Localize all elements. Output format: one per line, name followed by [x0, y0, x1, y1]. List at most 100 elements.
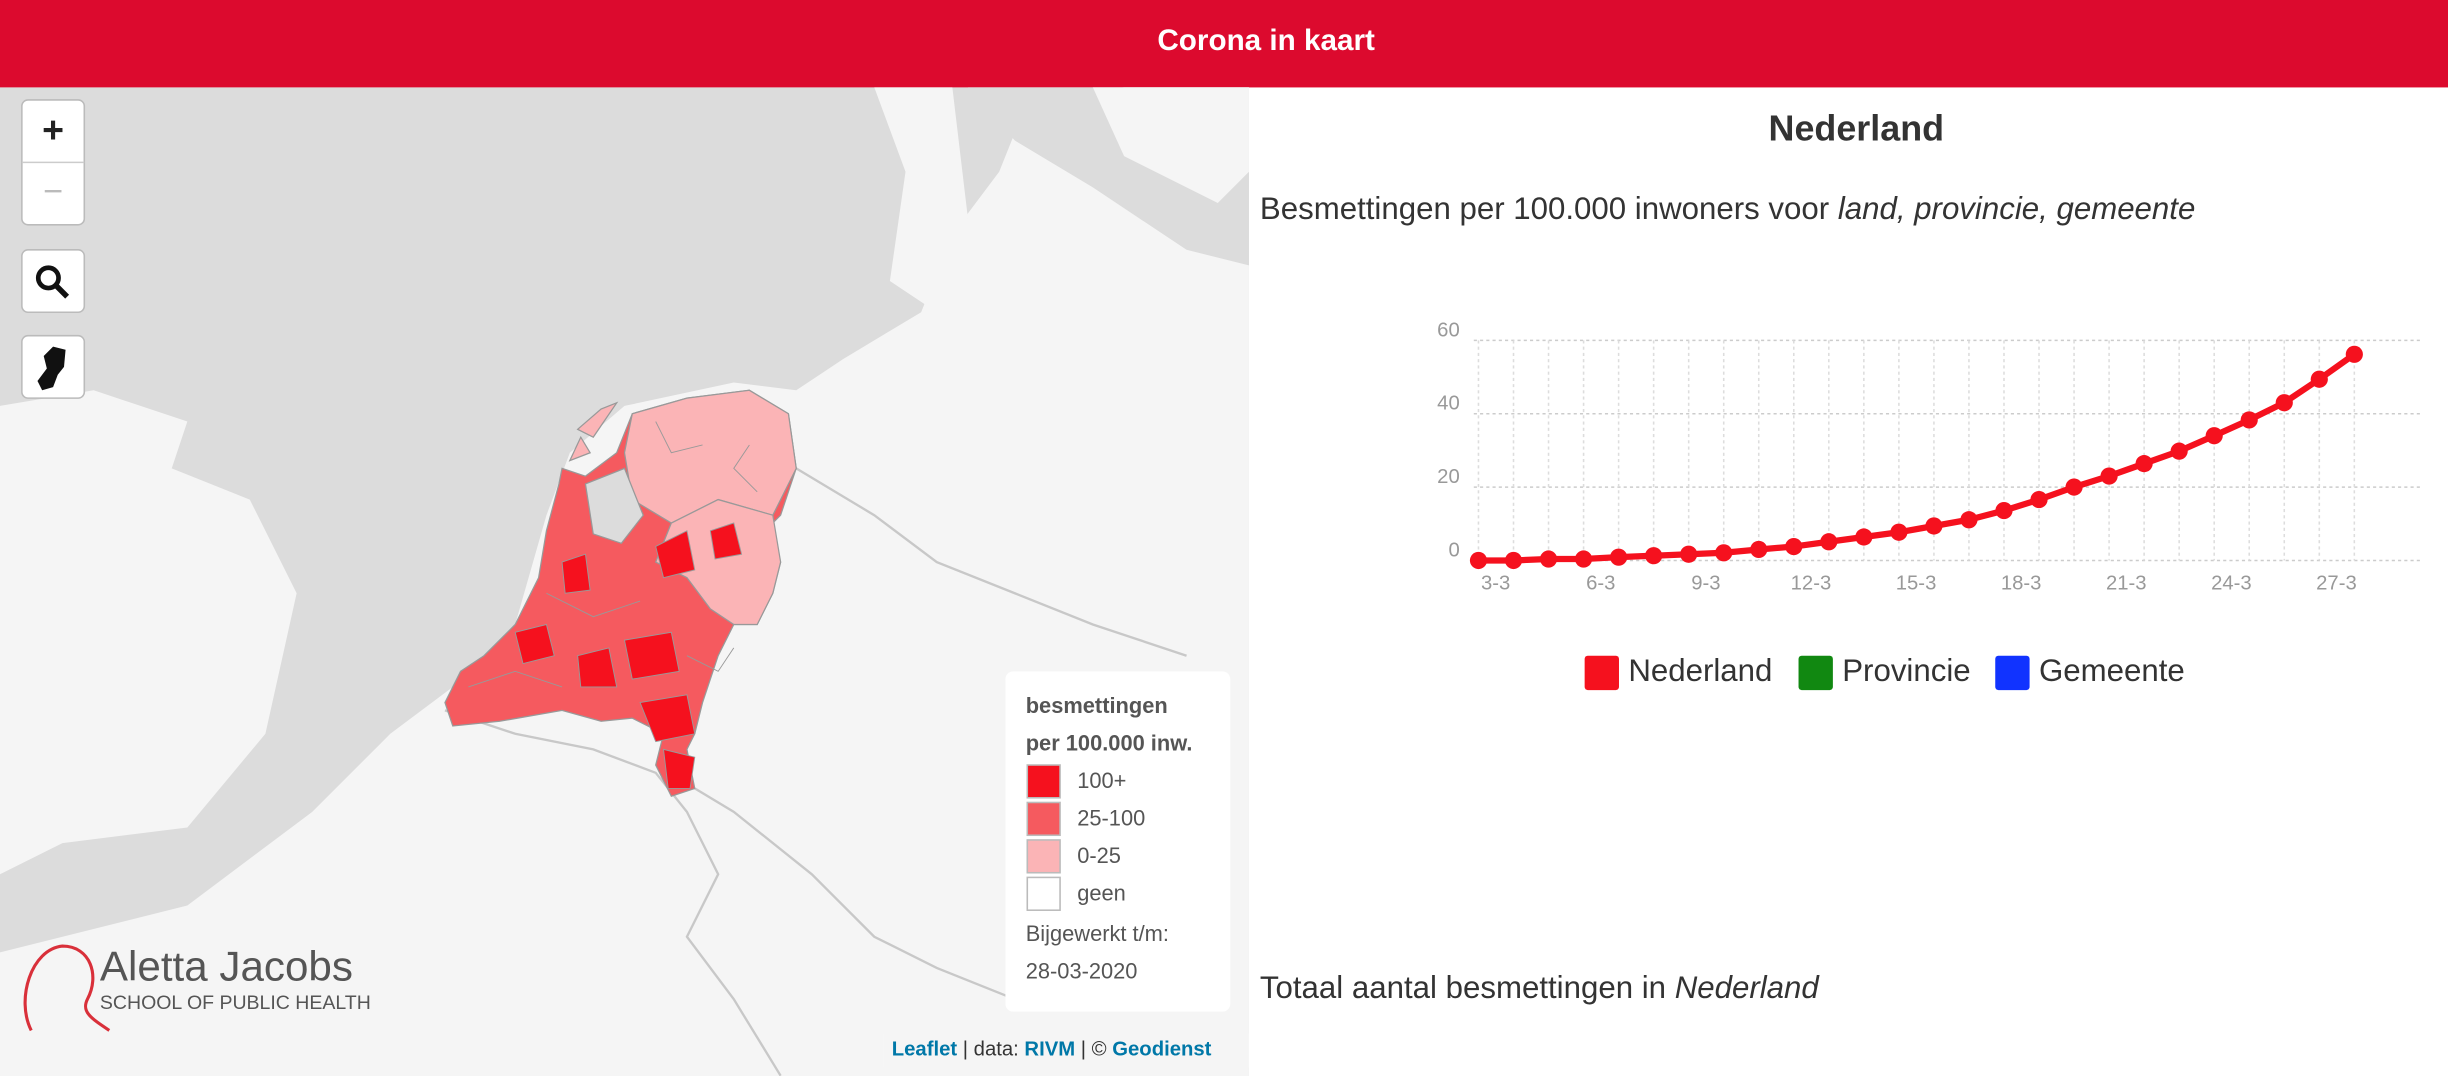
legend-label: 0-25 [1077, 843, 1121, 868]
attribution-bg [883, 1033, 1249, 1068]
data-point [2030, 490, 2048, 509]
data-point [2345, 345, 2363, 363]
x-tick-label: 3-3 [1481, 572, 1510, 594]
data-point [1539, 550, 1558, 568]
attribution-text: | data: [957, 1039, 1024, 1061]
legend-label: Provincie [1842, 653, 1970, 688]
legend-title: besmettingen [1026, 693, 1168, 718]
subtitle-text: Besmettingen per 100.000 inwoners voor [1260, 191, 1838, 226]
data-point [1890, 523, 1908, 541]
data-point [1680, 545, 1698, 563]
logo-name: Aletta Jacobs [100, 943, 353, 990]
logo-subtitle: SCHOOL OF PUBLIC HEALTH [100, 992, 371, 1014]
data-point [2135, 455, 2153, 473]
legend-swatch [1026, 876, 1061, 911]
netherlands [444, 389, 797, 797]
header-bar [0, 0, 2448, 88]
data-point [1995, 501, 2013, 520]
data-point [1820, 533, 1838, 551]
region [709, 522, 743, 560]
legend-label: Gemeente [2039, 653, 2185, 688]
legend-swatch [1584, 655, 1619, 691]
region-border [655, 421, 703, 454]
region [639, 694, 696, 743]
data-point [1504, 551, 1523, 570]
land-scandinavia [1092, 87, 1249, 203]
y-tick-label: 0 [1448, 539, 1459, 561]
x-tick-label: 6-3 [1586, 572, 1615, 594]
panel-subtitle: Besmettingen per 100.000 inwoners voor l… [1260, 191, 2195, 226]
zoom-in[interactable]: + [42, 109, 64, 151]
region-border [546, 592, 641, 618]
line-chart: 0 20 40 60 3-3 6-3 9-3 12-3 15-3 18-3 21-3 24-3 27-3… [1437, 319, 2420, 691]
region [568, 401, 619, 462]
land-denmark [874, 87, 968, 313]
footer-text: Totaal aantal besmettingen in [1260, 970, 1675, 1005]
search-icon [35, 265, 61, 291]
region-border [468, 670, 563, 688]
y-tick-label: 20 [1437, 466, 1460, 488]
data-point [2170, 442, 2188, 460]
zoom-out[interactable]: − [43, 173, 63, 211]
x-tick-label: 15-3 [1896, 572, 1937, 594]
data-point [1715, 544, 1733, 562]
x-tick-label: 24-3 [2211, 572, 2252, 594]
region [561, 553, 591, 594]
land-uk [0, 390, 297, 875]
data-point [2205, 427, 2223, 445]
legend-swatch [1995, 655, 2030, 691]
updated-date: 28-03-2020 [1026, 958, 1138, 983]
legend-swatch [1026, 764, 1061, 799]
legend-items: 100+ 25-100 0-25 geen [1026, 764, 1145, 911]
data-point [1610, 548, 1628, 566]
x-tick-label: 12-3 [1791, 572, 1832, 594]
data-point [1960, 511, 1978, 529]
attribution-link[interactable]: RIVM [1024, 1039, 1075, 1061]
legend-swatch [1026, 801, 1061, 837]
footer-emphasis: Nederland [1675, 970, 1821, 1005]
search-button[interactable] [21, 249, 86, 314]
data-point [1574, 550, 1593, 568]
y-tick-label: 60 [1437, 319, 1460, 341]
data-point [1469, 551, 1488, 570]
y-tick-label: 40 [1437, 393, 1460, 415]
legend-swatch [1026, 839, 1061, 874]
data-point [2065, 478, 2083, 496]
data-point [1645, 547, 1663, 565]
attribution: Leaflet | data: RIVM | © Geodienst [852, 1039, 1239, 1061]
legend-label: 25-100 [1077, 805, 1145, 830]
region-border [686, 647, 735, 672]
subtitle-emphasis: land, provincie, gemeente [1838, 191, 2196, 226]
data-point [1785, 537, 1803, 556]
region [584, 467, 644, 545]
home-icon [37, 346, 66, 391]
region [577, 647, 618, 688]
x-tick-label: 27-3 [2316, 572, 2357, 594]
data-point [1925, 517, 1943, 535]
x-tick-label: 21-3 [2106, 572, 2147, 594]
header-title: Corona in kaart [1157, 24, 1375, 57]
data-point [2310, 370, 2328, 388]
legend-swatch [1798, 655, 1833, 691]
country-borders [444, 467, 1187, 1076]
search-icon-handle [54, 283, 70, 299]
attribution-link[interactable]: Geodienst [1112, 1039, 1211, 1061]
data-point [1855, 528, 1873, 546]
attribution-link[interactable]: Leaflet [892, 1039, 958, 1061]
data-point [2275, 394, 2293, 412]
region [655, 530, 696, 579]
data-point [2100, 467, 2118, 485]
legend-label: 100+ [1077, 768, 1126, 793]
data-point [1750, 540, 1768, 559]
region [623, 631, 680, 680]
attribution-text: | © [1075, 1039, 1112, 1061]
series-line [1478, 351, 2357, 564]
map[interactable]: + − Aletta Jacobs SCHOOL OF PUBLIC HEALT… [0, 87, 1249, 1076]
legend-label: Nederland [1628, 653, 1772, 688]
legend-title: per 100.000 inw. [1026, 730, 1193, 755]
logo-icon [23, 944, 111, 1032]
updated-label: Bijgewerkt t/m: [1026, 921, 1169, 946]
data-point [2240, 411, 2258, 429]
